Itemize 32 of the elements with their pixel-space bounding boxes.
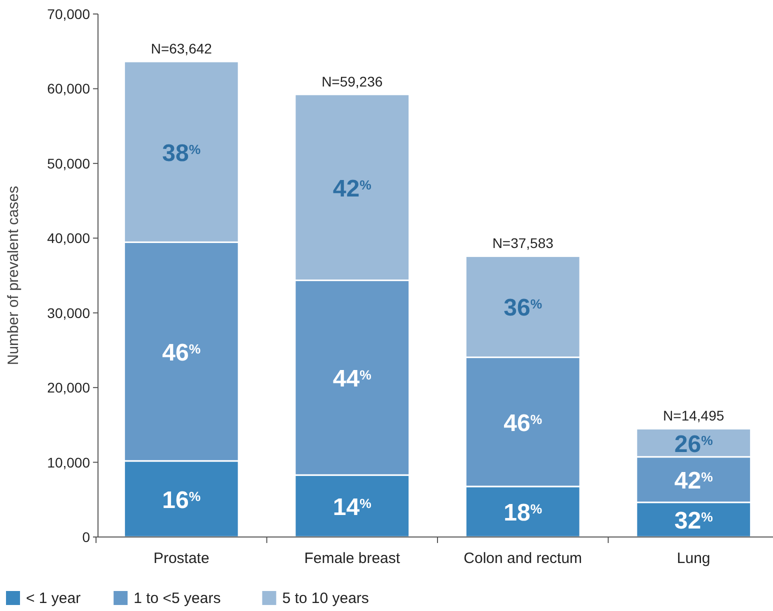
- annotation: 18$^{%}$: [504, 500, 542, 527]
- y-tick-label: 70,000: [47, 6, 90, 22]
- annotation: 42$^{%}$: [674, 468, 714, 495]
- y-tick-label: 0: [82, 529, 90, 545]
- x-tick-label: Female breast: [304, 550, 401, 567]
- y-tick-label: 50,000: [47, 155, 90, 172]
- annotation: 32$^{%}$: [674, 508, 714, 535]
- total-label: N=59,236: [322, 73, 383, 90]
- y-tick-label: 40,000: [47, 230, 90, 246]
- y-tick-label: 60,000: [47, 80, 90, 97]
- annotation: 26$^{%}$: [674, 430, 714, 458]
- annotation: 16$^{%}$: [162, 486, 201, 514]
- legend-label: < 1 year: [26, 590, 81, 607]
- annotation: 36$^{%}$: [504, 294, 542, 322]
- total-label: N=37,583: [492, 235, 554, 252]
- total-label: N=14,495: [663, 408, 724, 424]
- y-tick-label: 30,000: [47, 304, 90, 321]
- y-tick-label: 20,000: [47, 380, 90, 396]
- y-axis-title: Number of prevalent cases: [5, 186, 22, 366]
- annotation: 46$^{%}$: [504, 410, 542, 437]
- annotation: 44$^{%}$: [332, 366, 372, 393]
- annotation: 38$^{%}$: [162, 140, 201, 167]
- x-tick-label: Lung: [676, 550, 710, 567]
- annotation: 14$^{%}$: [332, 494, 372, 522]
- legend-label: 5 to 10 years: [282, 590, 369, 607]
- annotation: 46$^{%}$: [162, 340, 201, 367]
- x-tick-label: Colon and rectum: [464, 550, 582, 567]
- annotation: 42$^{%}$: [332, 175, 372, 202]
- total-label: N=63,642: [150, 40, 212, 57]
- y-tick-label: 10,000: [47, 454, 90, 470]
- legend-label: 1 to <5 years: [134, 590, 221, 607]
- x-tick-label: Prostate: [153, 550, 210, 567]
